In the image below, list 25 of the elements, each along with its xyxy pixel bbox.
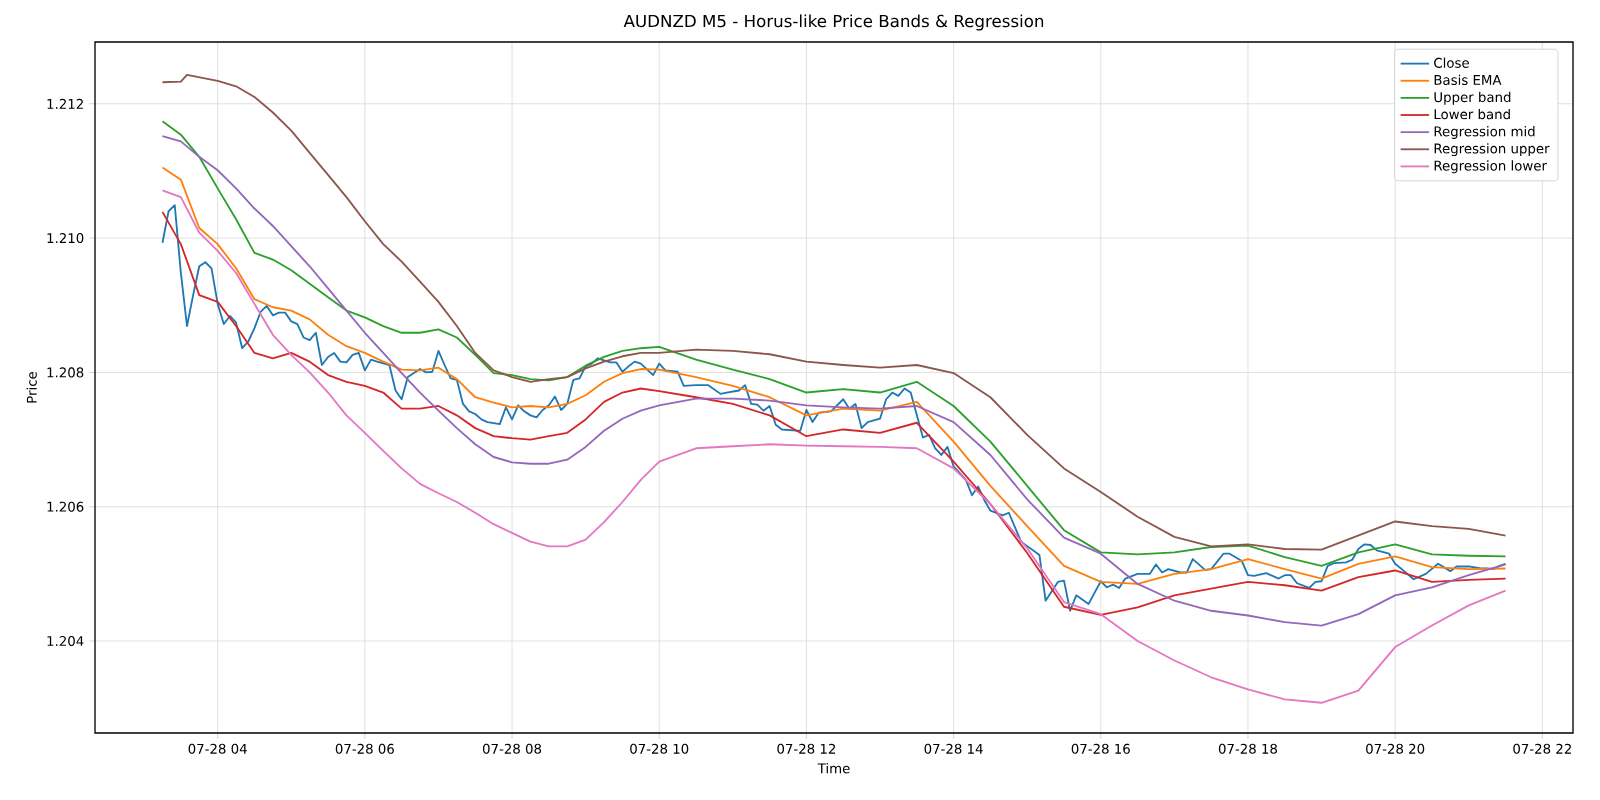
y-tick-label: 1.206 [47,501,84,512]
legend-label: Lower band [1434,108,1510,120]
legend-label: Regression mid [1434,126,1535,139]
x-tick-label: 07-28 16 [1071,743,1130,754]
x-tick-label: 07-28 06 [335,743,394,754]
y-tick-label: 1.208 [47,367,84,378]
chart-title: AUDNZD M5 - Horus-like Price Bands & Regression [623,14,1044,31]
legend-label: Close [1434,57,1469,68]
x-tick-label: 07-28 04 [188,743,247,754]
x-tick-label: 07-28 08 [482,743,542,754]
y-tick-label: 1.212 [47,98,83,109]
x-tick-label: 07-28 14 [924,743,983,754]
legend-label: Regression lower [1434,160,1547,174]
y-tick-label: 1.204 [47,635,84,647]
x-tick-label: 07-28 12 [777,743,836,754]
legend-label: Upper band [1434,91,1511,105]
y-tick-label: 1.210 [47,233,84,244]
x-tick-label: 07-28 10 [630,743,689,754]
x-tick-label: 07-28 18 [1218,743,1278,754]
legend-label: Regression upper [1434,143,1550,157]
y-axis-title: Price [26,371,37,403]
legend-label: Basis EMA [1434,74,1502,86]
x-tick-label: 07-28 20 [1366,743,1425,754]
x-axis-title: Time [817,763,850,774]
x-tick-label: 07-28 22 [1513,743,1571,754]
